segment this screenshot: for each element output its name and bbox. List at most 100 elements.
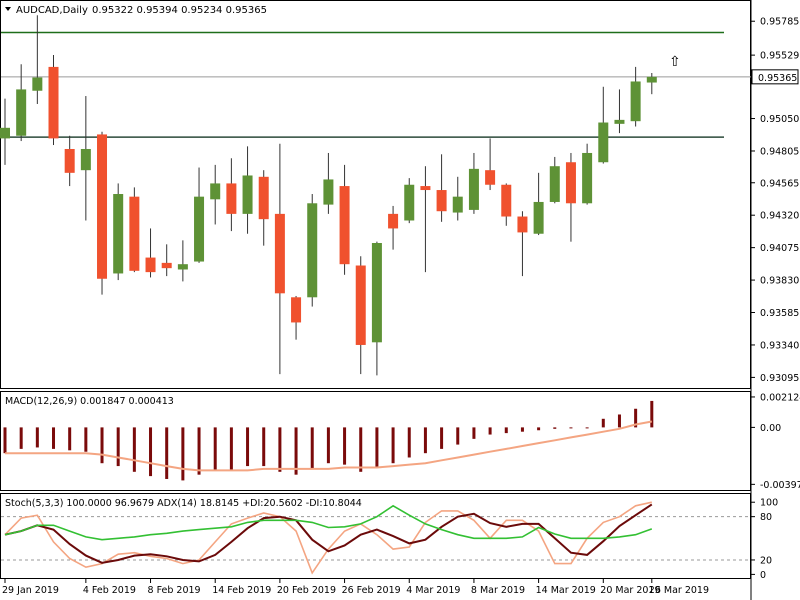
candle-bull <box>177 264 188 270</box>
price-tick-label: 0.94320 <box>760 211 799 222</box>
current-price-box <box>751 69 799 85</box>
macd-histogram-bar <box>197 427 201 475</box>
price-tick-label: 0.95785 <box>760 17 799 28</box>
candle-bull <box>80 148 91 171</box>
symbol-label: AUDCAD,Daily <box>16 5 88 16</box>
candle-bull <box>404 184 415 221</box>
time-tick-label: 14 Feb 2019 <box>212 585 271 596</box>
candle-bear <box>64 148 75 173</box>
time-axis: 29 Jan 2019 4 Feb 2019 8 Feb 2019 14 Feb 20… <box>2 579 709 596</box>
candle-bear <box>339 186 350 265</box>
macd-histogram-bar <box>359 427 363 472</box>
candle-bear <box>517 216 528 233</box>
time-tick-label: 4 Feb 2019 <box>83 585 136 596</box>
macd-histogram-bar <box>488 427 492 435</box>
candle-bear <box>145 257 156 273</box>
candle-bear <box>501 184 512 217</box>
price-axis: 0.95785 0.95529 0.95050 0.94805 0.94565 0.943… <box>751 17 799 384</box>
candle-bear <box>388 213 399 229</box>
price-tick-label: 0.93830 <box>760 276 799 287</box>
macd-histogram-bar <box>326 427 330 464</box>
time-tick-label: 8 Feb 2019 <box>148 585 201 596</box>
time-tick-label: 20 Mar 2019 <box>600 585 660 596</box>
price-plot <box>0 15 751 376</box>
time-tick-label: 8 Mar 2019 <box>471 585 525 596</box>
candle-bull <box>614 119 625 124</box>
macd-histogram-bar <box>278 427 282 472</box>
macd-plot <box>3 400 654 481</box>
candle-bear <box>485 170 496 185</box>
macd-histogram-bar <box>68 427 72 451</box>
candle-bull <box>210 183 221 200</box>
macd-histogram-bar <box>52 427 56 449</box>
macd-histogram-bar <box>262 427 266 467</box>
candle-bear <box>97 134 108 279</box>
candle-bull <box>582 152 593 204</box>
macd-axis: 0.002124 0.00 -0.003975 <box>751 392 800 491</box>
macd-histogram-bar <box>456 427 460 445</box>
stoch-fast-line <box>4 501 652 575</box>
candle-bear <box>274 213 285 294</box>
time-tick-label: 14 Mar 2019 <box>536 585 596 596</box>
macd-histogram-bar <box>423 427 427 454</box>
stoch-axis: 100 80 20 0 <box>751 498 778 581</box>
stoch-slow-line <box>4 503 653 564</box>
macd-histogram-bar <box>100 427 104 464</box>
candle-bull <box>323 179 334 205</box>
macd-tick-label: 0.00 <box>760 423 781 434</box>
macd-histogram-bar <box>84 427 88 452</box>
macd-histogram-bar <box>617 414 621 428</box>
candle-bull <box>242 175 253 214</box>
collapse-triangle-icon[interactable] <box>5 7 11 11</box>
macd-histogram-bar <box>634 408 638 428</box>
macd-histogram-bar <box>181 427 185 481</box>
stoch-tick-label: 0 <box>760 570 766 581</box>
candle-bear <box>436 190 447 212</box>
price-tick-label: 0.94075 <box>760 243 799 254</box>
stoch-title: Stoch(5,3,3) 100.0000 96.9679 ADX(14) 18… <box>5 498 362 509</box>
time-tick-label: 4 Mar 2019 <box>406 585 460 596</box>
candle-bull <box>371 243 382 343</box>
time-tick-label: 26 Feb 2019 <box>342 585 401 596</box>
candle-bull <box>533 201 544 234</box>
time-tick-label: 29 Jan 2019 <box>2 585 59 596</box>
macd-histogram-bar <box>229 427 233 471</box>
candle-bear <box>420 186 431 191</box>
price-tick-label: 0.94565 <box>760 178 799 189</box>
ohlc-values: 0.95322 0.95394 0.95234 0.95365 <box>92 5 267 16</box>
candle-bull <box>194 196 205 262</box>
macd-histogram-bar <box>553 427 557 429</box>
macd-histogram-bar <box>35 427 39 448</box>
macd-histogram-bar <box>601 418 605 428</box>
candle-bull <box>452 196 463 213</box>
price-tick-label: 0.93340 <box>760 340 799 351</box>
price-tick-label: 0.93095 <box>760 373 799 384</box>
chart-header: AUDCAD,Daily 0.95322 0.95394 0.95234 0.9… <box>5 5 267 16</box>
candle-bear <box>226 183 237 214</box>
macd-histogram-bar <box>585 427 589 429</box>
candle-bear <box>258 176 269 220</box>
candle-bull <box>630 81 641 122</box>
candle-bull <box>113 194 124 274</box>
adx-line <box>4 504 653 541</box>
macd-histogram-bar <box>537 427 541 431</box>
price-tick-label: 0.93585 <box>760 308 799 319</box>
stoch-tick-label: 80 <box>760 512 772 523</box>
macd-histogram-bar <box>116 427 120 467</box>
arrow-up-icon: ⇧ <box>669 54 681 70</box>
macd-histogram-bar <box>375 427 379 468</box>
candle-bull <box>16 89 27 136</box>
stoch-tick-label: 20 <box>760 555 772 566</box>
macd-histogram-bar <box>569 427 573 429</box>
macd-histogram-bar <box>294 427 298 475</box>
macd-histogram-bar <box>19 427 23 449</box>
macd-histogram-bar <box>310 427 314 469</box>
candle-bear <box>161 262 172 269</box>
time-tick-label: 20 Feb 2019 <box>277 585 336 596</box>
macd-signal-line <box>5 420 652 472</box>
candle-bull <box>307 203 318 298</box>
candle-bull <box>32 77 43 91</box>
macd-histogram-bar <box>149 427 153 477</box>
price-tick-label: 0.95529 <box>760 51 799 62</box>
